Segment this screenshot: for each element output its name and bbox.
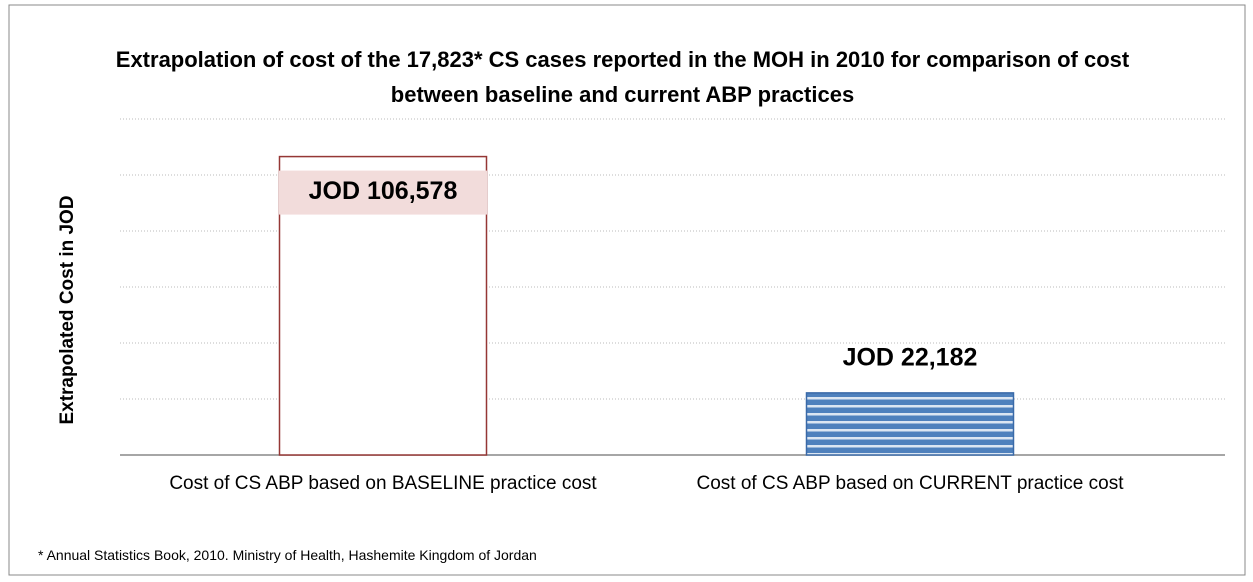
bar [805, 392, 1015, 456]
value-label: JOD 22,182 [843, 343, 978, 371]
x-tick-label: Cost of CS ABP based on BASELINE practic… [169, 473, 597, 494]
chart-frame [8, 4, 1246, 576]
footnote: * Annual Statistics Book, 2010. Ministry… [38, 547, 537, 563]
value-label: JOD 106,578 [309, 177, 458, 205]
x-tick-label: Cost of CS ABP based on CURRENT practice… [696, 473, 1124, 494]
title-box: Extrapolation of cost of the 17,823* CS … [115, 47, 1130, 107]
y-axis-label: Extrapolated Cost in JOD [57, 195, 78, 424]
x-tick-label-box: Cost of CS ABP based on BASELINE practic… [169, 473, 597, 494]
x-tick-label-box: Cost of CS ABP based on CURRENT practice… [696, 473, 1124, 494]
value-label-bg [279, 170, 487, 215]
chart-title: Extrapolation of cost of the 17,823* CS … [115, 47, 1130, 107]
